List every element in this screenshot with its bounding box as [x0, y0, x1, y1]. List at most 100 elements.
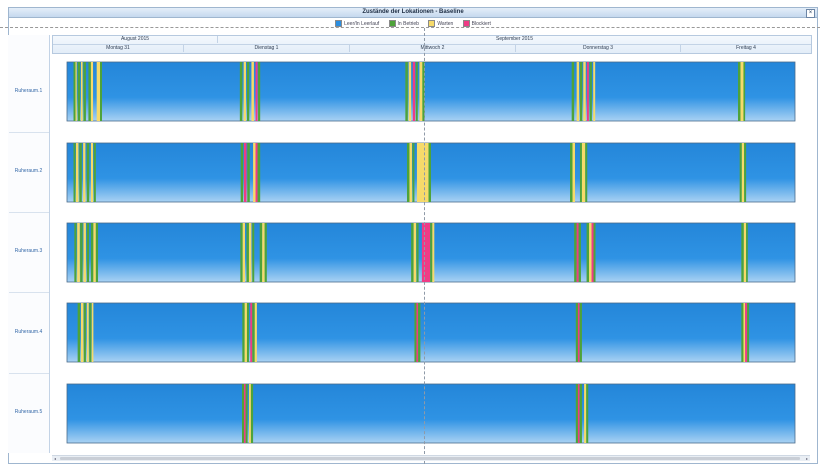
state-segment-warten[interactable]	[76, 143, 79, 202]
state-segment-in-betrieb[interactable]	[578, 223, 581, 282]
state-segment-warten[interactable]	[91, 303, 94, 362]
state-segment-warten[interactable]	[593, 62, 596, 121]
state-segment-warten[interactable]	[242, 223, 245, 282]
state-segment-in-betrieb[interactable]	[422, 62, 425, 121]
state-segment-blockiert[interactable]	[255, 143, 258, 202]
state-segment-blockiert[interactable]	[412, 62, 416, 121]
state-segment-in-betrieb[interactable]	[246, 303, 249, 362]
state-segment-in-betrieb[interactable]	[77, 62, 81, 121]
state-segment-in-betrieb[interactable]	[585, 143, 588, 202]
state-segment-warten[interactable]	[584, 384, 587, 443]
state-segment-in-betrieb[interactable]	[570, 143, 573, 202]
state-segment-in-betrieb[interactable]	[575, 384, 578, 443]
state-segment-in-betrieb[interactable]	[589, 62, 592, 121]
state-segment-warten[interactable]	[243, 62, 246, 121]
state-segment-warten[interactable]	[741, 143, 745, 202]
state-segment-in-betrieb[interactable]	[89, 303, 92, 362]
state-segment-blockiert[interactable]	[577, 303, 580, 362]
state-segment-in-betrieb[interactable]	[240, 223, 243, 282]
state-segment-warten[interactable]	[743, 303, 746, 362]
state-segment-warten[interactable]	[583, 62, 586, 121]
row-label-ruheraum-3[interactable]: Ruheraum.3	[14, 248, 43, 254]
state-segment-in-betrieb[interactable]	[86, 223, 90, 282]
state-segment-in-betrieb[interactable]	[95, 223, 99, 282]
state-segment-in-betrieb[interactable]	[418, 303, 421, 362]
state-segment-blockiert[interactable]	[591, 223, 594, 282]
row-label-ruheraum-4[interactable]: Ruheraum.4	[14, 329, 43, 335]
scroll-thumb[interactable]	[60, 457, 800, 460]
state-segment-in-betrieb[interactable]	[571, 62, 575, 121]
state-segment-warten[interactable]	[83, 223, 86, 282]
state-segment-in-betrieb[interactable]	[593, 223, 596, 282]
state-segment-warten[interactable]	[251, 62, 254, 121]
state-segment-warten[interactable]	[75, 62, 77, 121]
state-segment-in-betrieb[interactable]	[257, 143, 261, 202]
state-segment-in-betrieb[interactable]	[239, 62, 243, 121]
close-button[interactable]: ×	[806, 9, 815, 18]
state-segment-in-betrieb[interactable]	[79, 143, 82, 202]
state-segment-in-betrieb[interactable]	[73, 143, 76, 202]
state-segment-blockiert[interactable]	[416, 303, 419, 362]
state-segment-in-betrieb[interactable]	[741, 223, 744, 282]
state-segment-in-betrieb[interactable]	[411, 223, 414, 282]
state-segment-warten[interactable]	[419, 62, 423, 121]
state-segment-in-betrieb[interactable]	[259, 223, 263, 282]
state-segment-warten[interactable]	[83, 143, 86, 202]
state-segment-in-betrieb[interactable]	[90, 223, 94, 282]
state-segment-in-betrieb[interactable]	[415, 62, 418, 121]
state-segment-blockiert[interactable]	[421, 223, 431, 282]
state-segment-in-betrieb[interactable]	[86, 143, 90, 202]
state-segment-in-betrieb[interactable]	[252, 223, 255, 282]
state-segment-warten[interactable]	[576, 62, 580, 121]
state-segment-warten[interactable]	[248, 384, 251, 443]
state-segment-in-betrieb[interactable]	[579, 62, 583, 121]
state-segment-warten[interactable]	[80, 62, 83, 121]
state-segment-in-betrieb[interactable]	[579, 143, 582, 202]
state-segment-in-betrieb[interactable]	[80, 223, 83, 282]
state-segment-warten[interactable]	[96, 62, 100, 121]
state-segment-warten[interactable]	[254, 303, 257, 362]
state-segment-in-betrieb[interactable]	[744, 143, 747, 202]
state-segment-warten[interactable]	[90, 143, 94, 202]
state-segment-warten[interactable]	[589, 223, 592, 282]
state-segment-warten[interactable]	[90, 62, 94, 121]
state-segment-warten[interactable]	[409, 143, 412, 202]
state-segment-in-betrieb[interactable]	[405, 62, 408, 121]
state-segment-blockiert[interactable]	[255, 62, 258, 121]
state-segment-in-betrieb[interactable]	[73, 62, 76, 121]
state-segment-warten[interactable]	[253, 143, 256, 202]
state-segment-in-betrieb[interactable]	[586, 384, 589, 443]
state-segment-warten[interactable]	[77, 223, 80, 282]
state-segment-warten[interactable]	[743, 223, 747, 282]
state-segment-warten[interactable]	[408, 62, 412, 121]
scroll-right-arrow[interactable]: ▸	[805, 456, 808, 461]
state-segment-warten[interactable]	[93, 223, 96, 282]
state-segment-in-betrieb[interactable]	[579, 303, 582, 362]
state-segment-in-betrieb[interactable]	[579, 384, 582, 443]
state-segment-in-betrieb[interactable]	[586, 223, 590, 282]
state-segment-in-betrieb[interactable]	[245, 384, 248, 443]
state-segment-in-betrieb[interactable]	[743, 62, 746, 121]
state-segment-in-betrieb[interactable]	[575, 303, 578, 362]
scroll-left-arrow[interactable]: ◂	[53, 456, 56, 461]
state-segment-warten[interactable]	[244, 303, 247, 362]
state-segment-in-betrieb[interactable]	[428, 143, 431, 202]
horizontal-scrollbar[interactable]: ◂ ▸	[52, 455, 810, 461]
row-label-ruheraum-1[interactable]: Ruheraum.1	[14, 88, 43, 94]
row-label-ruheraum-5[interactable]: Ruheraum.5	[14, 409, 43, 415]
state-segment-in-betrieb[interactable]	[242, 303, 245, 362]
state-segment-in-betrieb[interactable]	[574, 223, 577, 282]
state-segment-warten[interactable]	[416, 143, 429, 202]
state-segment-warten[interactable]	[86, 303, 89, 362]
state-segment-in-betrieb[interactable]	[246, 223, 249, 282]
state-segment-in-betrieb[interactable]	[741, 303, 744, 362]
state-segment-warten[interactable]	[413, 223, 417, 282]
state-segment-in-betrieb[interactable]	[416, 223, 419, 282]
state-segment-in-betrieb[interactable]	[240, 143, 244, 202]
state-segment-in-betrieb[interactable]	[430, 223, 433, 282]
state-segment-warten[interactable]	[80, 303, 84, 362]
state-segment-in-betrieb[interactable]	[264, 223, 267, 282]
state-segment-in-betrieb[interactable]	[407, 143, 410, 202]
state-segment-blockiert[interactable]	[576, 223, 579, 282]
state-segment-warten[interactable]	[262, 223, 265, 282]
